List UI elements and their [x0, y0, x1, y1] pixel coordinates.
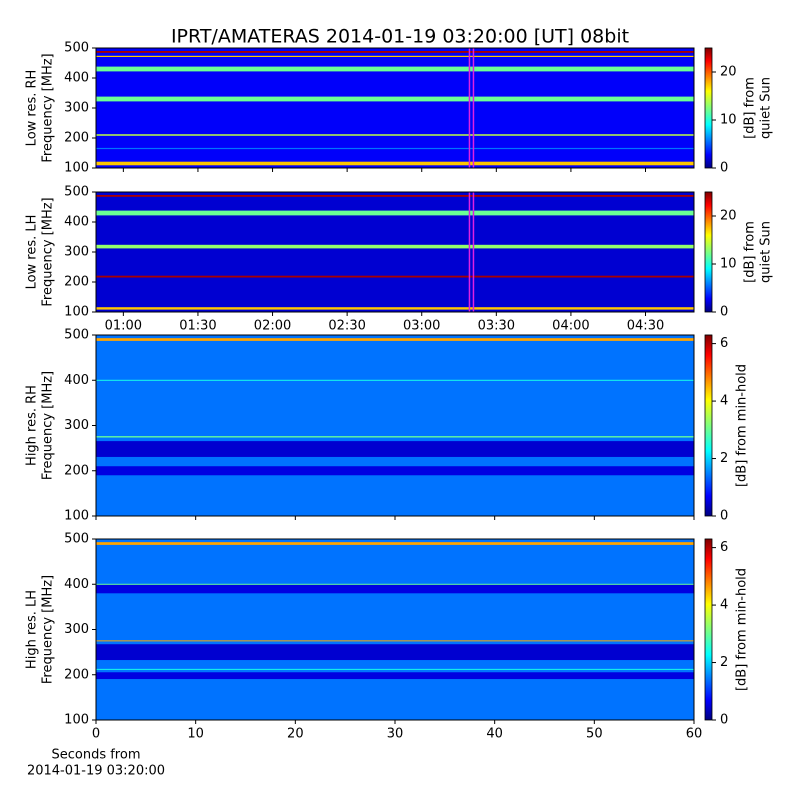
- spectral-band: [96, 583, 694, 585]
- spectral-band: [96, 584, 694, 594]
- spectral-band: [96, 147, 694, 150]
- y-tick-label: 500: [64, 532, 89, 547]
- y-tick-label: 200: [64, 463, 89, 478]
- colorbar: [704, 334, 713, 517]
- y-tick-label: 500: [64, 185, 89, 200]
- spectral-band: [96, 644, 694, 661]
- spectral-band: [96, 96, 694, 102]
- spectral-band: [96, 436, 694, 438]
- x-tick-label: 01:00: [105, 319, 142, 334]
- spectral-band: [96, 307, 694, 310]
- spectral-band: [96, 195, 694, 197]
- y-axis-label: Low res. RH: [25, 70, 40, 147]
- spectrogram-background: [96, 539, 694, 720]
- x-axis-label: 2014-01-19 03:20:00: [27, 764, 165, 779]
- y-axis-label: Frequency [MHz]: [41, 53, 56, 162]
- x-axis-label: Seconds from: [51, 748, 140, 763]
- colorbar-tick-label: 0: [720, 305, 728, 320]
- x-tick-label: 20: [287, 727, 304, 742]
- colorbar-tick-label: 20: [720, 65, 737, 80]
- colorbar-tick-label: 4: [720, 598, 728, 613]
- y-tick-label: 500: [64, 41, 89, 56]
- y-tick-label: 300: [64, 622, 89, 637]
- y-tick-label: 200: [64, 667, 89, 682]
- colorbar-label: [dB] from min-hold: [735, 568, 750, 691]
- colorbar: [704, 47, 713, 169]
- colorbar-label: [dB] from: [743, 221, 758, 283]
- colorbar-tick-label: 20: [720, 209, 737, 224]
- y-axis-label: Frequency [MHz]: [41, 371, 56, 480]
- y-axis-label: High res. RH: [25, 385, 40, 466]
- y-tick-label: 400: [64, 71, 89, 86]
- y-tick-label: 400: [64, 373, 89, 388]
- spectral-band: [96, 244, 694, 249]
- y-axis-label: High res. LH: [25, 590, 40, 669]
- chart-title: IPRT/AMATERAS 2014-01-19 03:20:00 [UT] 0…: [171, 26, 629, 48]
- x-tick-label: 50: [586, 727, 603, 742]
- colorbar-label: quiet Sun: [759, 77, 774, 139]
- x-tick-label: 10: [187, 727, 204, 742]
- colorbar-label: [dB] from min-hold: [735, 364, 750, 487]
- x-tick-label: 0: [92, 727, 100, 742]
- y-tick-label: 100: [64, 713, 89, 728]
- x-tick-label: 40: [486, 727, 503, 742]
- y-tick-label: 400: [64, 577, 89, 592]
- spectral-band: [96, 66, 694, 72]
- spectral-band: [96, 51, 694, 53]
- spectral-band: [96, 672, 694, 680]
- colorbar-tick-label: 0: [720, 161, 728, 176]
- colorbar-label: [dB] from: [743, 77, 758, 139]
- spectral-band: [96, 640, 694, 642]
- x-tick-label: 02:00: [254, 319, 291, 334]
- x-tick-label: 01:30: [179, 319, 216, 334]
- spectral-band: [96, 338, 694, 341]
- y-tick-label: 200: [64, 131, 89, 146]
- spectral-band: [96, 466, 694, 476]
- y-axis-label: Frequency [MHz]: [41, 197, 56, 306]
- y-tick-label: 300: [64, 245, 89, 260]
- x-tick-label: 03:30: [478, 319, 515, 334]
- x-tick-label: 60: [686, 727, 703, 742]
- x-tick-label: 04:30: [627, 319, 664, 334]
- x-tick-label: 02:30: [328, 319, 365, 334]
- colorbar-label: quiet Sun: [759, 221, 774, 283]
- spectrogram-background: [96, 192, 694, 312]
- colorbar: [704, 538, 713, 721]
- y-tick-label: 400: [64, 215, 89, 230]
- y-tick-label: 100: [64, 509, 89, 524]
- spectrogram-background: [96, 48, 694, 168]
- colorbar-tick-label: 0: [720, 509, 728, 524]
- spectral-band: [96, 275, 694, 278]
- y-tick-label: 300: [64, 101, 89, 116]
- colorbar-tick-label: 6: [720, 336, 728, 351]
- y-tick-label: 200: [64, 275, 89, 290]
- y-tick-label: 100: [64, 305, 89, 320]
- spectral-band: [96, 668, 694, 670]
- spectral-band: [96, 161, 694, 166]
- y-tick-label: 500: [64, 328, 89, 343]
- spectral-band: [96, 542, 694, 545]
- colorbar-tick-label: 4: [720, 394, 728, 409]
- spectral-band: [96, 210, 694, 216]
- spectral-band: [96, 55, 694, 57]
- colorbar-tick-label: 10: [720, 113, 737, 128]
- y-axis-label: Low res. LH: [25, 215, 40, 290]
- spectral-band: [96, 134, 694, 136]
- colorbar-tick-label: 2: [720, 655, 728, 670]
- y-tick-label: 300: [64, 418, 89, 433]
- x-tick-label: 04:00: [552, 319, 589, 334]
- y-tick-label: 100: [64, 161, 89, 176]
- colorbar-tick-label: 0: [720, 713, 728, 728]
- spectrogram-background: [96, 335, 694, 516]
- spectral-band: [96, 441, 694, 457]
- colorbar-tick-label: 2: [720, 451, 728, 466]
- x-tick-label: 30: [387, 727, 404, 742]
- x-tick-label: 03:00: [403, 319, 440, 334]
- y-axis-label: Frequency [MHz]: [41, 575, 56, 684]
- colorbar-tick-label: 10: [720, 257, 737, 272]
- colorbar-tick-label: 6: [720, 540, 728, 555]
- colorbar: [704, 191, 713, 313]
- spectral-band: [96, 379, 694, 381]
